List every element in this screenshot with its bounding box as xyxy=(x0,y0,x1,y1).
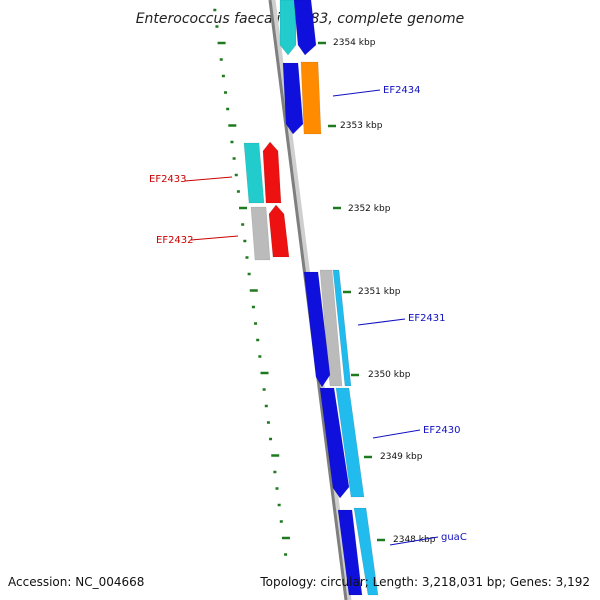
gene-label-leader xyxy=(184,176,233,182)
kbp-tick-label: 2354 kbp xyxy=(333,38,376,48)
gene-feature-blue-14[interactable] xyxy=(337,509,363,596)
kbp-tick-label: 2353 kbp xyxy=(340,121,383,131)
gene-label-ef2430[interactable]: EF2430 xyxy=(423,425,461,436)
kbp-scale: 2354 kbp 2353 kbp 2352 kbp 2351 kbp 2350… xyxy=(318,38,436,545)
gene-feature-light_blue-11[interactable] xyxy=(335,387,365,498)
gene-label-leader xyxy=(389,536,439,546)
gene-label-leader xyxy=(332,89,381,97)
gene-label-ef2433[interactable]: EF2433 xyxy=(149,174,187,185)
kbp-tick-label: 2349 kbp xyxy=(380,452,423,462)
gene-label-leader xyxy=(190,235,239,241)
gene-feature-blue-3[interactable] xyxy=(282,62,304,135)
gene-label-leader xyxy=(357,318,406,326)
gene-feature-red-6[interactable] xyxy=(268,204,290,258)
gene-feature-cyan-0[interactable] xyxy=(279,0,297,56)
gene-feature-orange-2[interactable] xyxy=(300,61,322,135)
gene-labels: EF2434 EF2433 EF2432 EF2431 EF2430 guaC xyxy=(149,85,467,546)
gene-label-guac[interactable]: guaC xyxy=(441,532,467,543)
kbp-tick-label: 2351 kbp xyxy=(358,287,401,297)
gene-label-ef2434[interactable]: EF2434 xyxy=(383,85,421,96)
kbp-tick-label: 2350 kbp xyxy=(368,370,411,380)
gene-label-leader xyxy=(372,429,421,439)
kbp-tick-label: 2352 kbp xyxy=(348,204,391,214)
gene-feature-red-4[interactable] xyxy=(262,141,282,204)
gene-label-ef2432[interactable]: EF2432 xyxy=(156,235,194,246)
topology-text: Topology: circular; Length: 3,218,031 bp… xyxy=(259,575,590,589)
gene-feature-light_blue-13[interactable] xyxy=(353,507,379,596)
gene-feature-blue-1[interactable] xyxy=(293,0,317,56)
gene-label-ef2431[interactable]: EF2431 xyxy=(408,313,446,324)
gene-feature-cyan-5[interactable] xyxy=(243,142,265,204)
gene-feature-blue-10[interactable] xyxy=(303,271,331,388)
gene-feature-blue-12[interactable] xyxy=(319,387,350,499)
accession-text: Accession: NC_004668 xyxy=(8,575,144,589)
kbp-tick-label: 2348 kbp xyxy=(393,535,436,545)
gene-features xyxy=(243,0,379,596)
gene-feature-gray-7[interactable] xyxy=(250,206,271,261)
gene-feature-light_blue-8[interactable] xyxy=(332,269,352,387)
inner-dotted-scale xyxy=(213,8,290,556)
